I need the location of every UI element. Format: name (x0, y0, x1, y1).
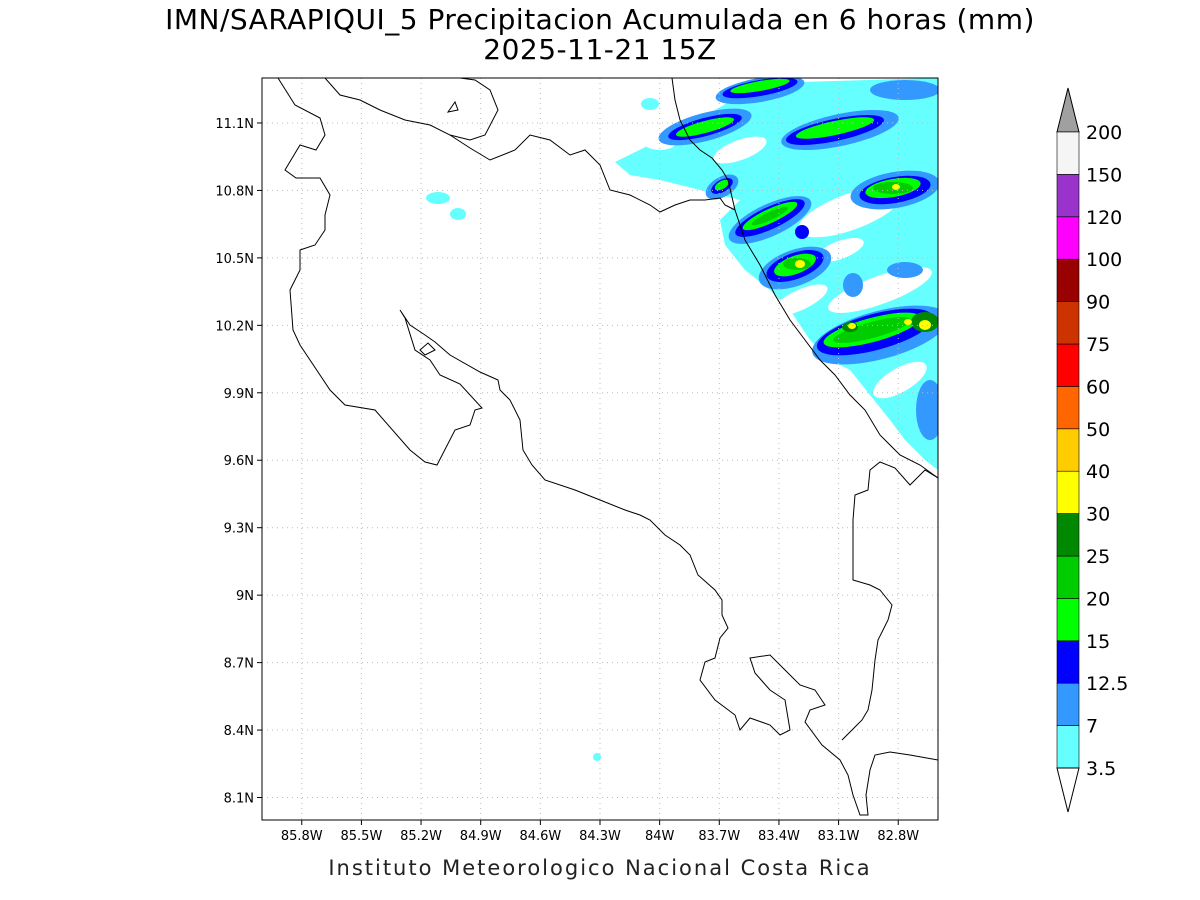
map-grid (262, 78, 938, 820)
pacific-coast (277, 78, 938, 816)
lon-tick-label: 83.7W (698, 829, 740, 844)
legend-label: 50 (1086, 419, 1110, 441)
legend-swatch (1056, 598, 1080, 642)
legend-swatch (1056, 131, 1080, 175)
lat-tick-label: 9.6N (224, 454, 254, 469)
lat-tick-label: 8.1N (224, 792, 254, 807)
map-valid-time: 2025-11-21 15Z (483, 33, 717, 66)
legend-swatch (1056, 725, 1080, 769)
lat-tick-label: 10.5N (215, 252, 254, 267)
precip-spot (593, 753, 601, 761)
legend-swatch (1056, 258, 1080, 302)
precip-spot (641, 98, 659, 110)
legend-label: 3.5 (1086, 758, 1116, 780)
legend-swatch (1056, 555, 1080, 599)
credit-text: Instituto Meteorologico Nacional Costa R… (328, 856, 872, 880)
legend-label: 200 (1086, 122, 1122, 144)
island (446, 100, 459, 113)
lat-tick-label: 9.3N (224, 522, 254, 537)
legend-label: 12.5 (1086, 673, 1128, 695)
lat-axis: 11.1N 10.8N 10.5N 10.2N 9.9N 9.6N 9.3N 9N 8.7N 8.… (215, 117, 262, 807)
lon-tick-label: 83.4W (758, 829, 800, 844)
legend-swatch (1056, 428, 1080, 472)
lat-tick-label: 8.7N (224, 657, 254, 672)
legend-label: 75 (1086, 334, 1110, 356)
legend-label: 100 (1086, 249, 1122, 271)
legend-label: 90 (1086, 292, 1110, 314)
coastline (277, 78, 938, 816)
legend-label: 7 (1086, 716, 1098, 738)
legend-over-arrow (1056, 87, 1080, 133)
lat-tick-label: 9.9N (224, 387, 254, 402)
legend-under-arrow (1056, 767, 1080, 813)
lon-axis: 85.8W 85.5W 85.2W 84.9W 84.6W 84.3W 84W 83.7W 83… (281, 820, 919, 844)
legend-swatch (1056, 216, 1080, 260)
lon-tick-label: 83.1W (818, 829, 860, 844)
legend-swatch (1056, 301, 1080, 345)
lake-shore (449, 78, 499, 141)
legend-swatch (1056, 174, 1080, 218)
panama-border (841, 461, 938, 741)
legend-label: 25 (1086, 546, 1110, 568)
lon-tick-label: 84.3W (579, 829, 621, 844)
lon-tick-label: 84.6W (519, 829, 561, 844)
legend-label: 60 (1086, 376, 1110, 398)
lon-tick-label: 84W (645, 829, 675, 844)
legend-label: 15 (1086, 631, 1110, 653)
lon-tick-label: 85.5W (341, 829, 383, 844)
color-legend: 3.5 7 12.5 15 20 25 30 40 50 60 75 90 100 120 150 200 (1056, 87, 1128, 813)
legend-label: 150 (1086, 164, 1122, 186)
lon-tick-label: 85.2W (400, 829, 442, 844)
lon-tick-label: 82.8W (877, 829, 919, 844)
precip-spot (450, 208, 466, 220)
legend-swatch (1056, 513, 1080, 557)
lon-tick-label: 84.9W (460, 829, 502, 844)
caribbean-coast (671, 78, 938, 479)
legend-label: 30 (1086, 504, 1110, 526)
map-title: IMN/SARAPIQUI_5 Precipitacion Acumulada … (165, 3, 1035, 36)
lat-tick-label: 10.8N (215, 184, 254, 199)
lat-tick-label: 10.2N (215, 319, 254, 334)
lat-tick-label: 9N (236, 589, 254, 604)
lat-tick-label: 11.1N (215, 117, 254, 132)
legend-label: 20 (1086, 588, 1110, 610)
legend-swatch (1056, 343, 1080, 387)
legend-swatch (1056, 470, 1080, 514)
nicaragua-border (324, 78, 736, 213)
island (419, 342, 436, 356)
lon-tick-label: 85.8W (281, 829, 323, 844)
precipitation-field (426, 78, 938, 761)
lat-tick-label: 8.4N (224, 724, 254, 739)
legend-label: 120 (1086, 207, 1122, 229)
precip-spot (426, 192, 450, 204)
legend-label: 40 (1086, 461, 1110, 483)
legend-swatch (1056, 640, 1080, 684)
legend-swatch (1056, 386, 1080, 430)
legend-swatch (1056, 682, 1080, 726)
